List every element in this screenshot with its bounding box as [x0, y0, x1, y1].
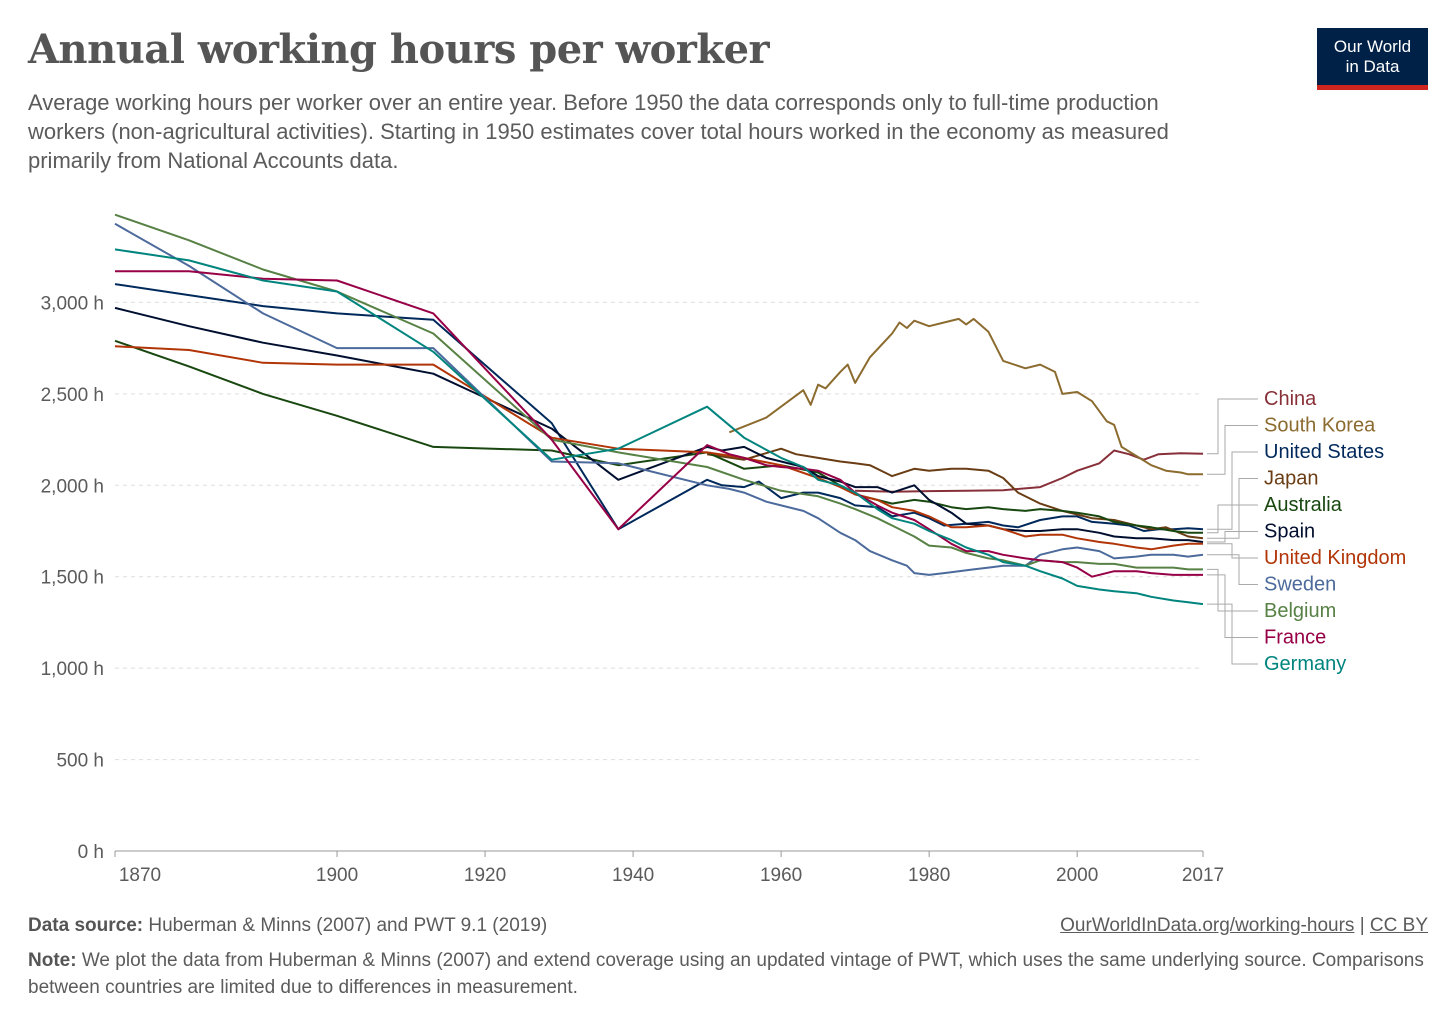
data-source-label: Data source: [28, 915, 144, 936]
legend-layer: China South Korea United States Japan Austra… [1207, 388, 1406, 675]
series-line-united-states [114, 283, 1204, 532]
y-tick-label: 3,000 h [41, 293, 104, 314]
legend-label[interactable]: France [1264, 627, 1326, 649]
legend-connector [1207, 554, 1258, 585]
y-tick-label: 0 h [78, 842, 104, 863]
legend-connector [1207, 425, 1258, 475]
line-chart: 0 h 500 h 1,000 h 1,500 h 2,000 h 2,500 h 3,00… [41, 213, 1406, 886]
series-line-china [855, 449, 1204, 493]
series-line-south-korea [728, 317, 1203, 476]
x-tick-label: 1940 [612, 865, 654, 886]
legend-label[interactable]: South Korea [1264, 415, 1376, 437]
x-tick-label: 1900 [316, 865, 358, 886]
legend-label[interactable]: Spain [1264, 521, 1315, 543]
series-line-france [115, 270, 1203, 578]
y-tick-label: 2,000 h [41, 476, 104, 497]
chart-subtitle: Average working hours per worker over an… [28, 90, 1169, 173]
note-label: Note: [28, 950, 77, 971]
x-tick-label: 1960 [760, 865, 802, 886]
axis-layer: 0 h 500 h 1,000 h 1,500 h 2,000 h 2,500 h 3,00… [41, 293, 1225, 886]
legend-label[interactable]: Japan [1264, 468, 1319, 490]
legend-connector [1207, 478, 1258, 539]
y-tick-label: 500 h [56, 751, 104, 772]
series-line-germany [114, 248, 1204, 606]
y-tick-label: 1,500 h [41, 568, 104, 589]
data-source: Data source: Huberman & Minns (2007) and… [28, 915, 547, 937]
series-line-sweden [114, 222, 1204, 576]
x-tick-label: 1920 [464, 865, 506, 886]
data-source-text: Huberman & Minns (2007) and PWT 9.1 (201… [148, 915, 548, 936]
x-tick-label: 2017 [1182, 865, 1224, 886]
credit-separator: | [1359, 915, 1365, 936]
legend-label[interactable]: Australia [1264, 494, 1343, 516]
logo-accent-bar [1317, 85, 1428, 90]
owid-link[interactable]: OurWorldInData.org/working-hours [1060, 915, 1355, 936]
series-line-united-kingdom [114, 345, 1203, 551]
x-tick-label: 1980 [908, 865, 950, 886]
logo-line-2: in Data [1345, 57, 1400, 76]
legend-connector [1207, 504, 1258, 534]
chart-title: Annual working hours per worker [28, 26, 770, 73]
legend-label[interactable]: Germany [1264, 653, 1346, 675]
series-line-australia [114, 339, 1203, 534]
owid-logo[interactable]: Our World in Data [1317, 28, 1428, 90]
chart-note: Note: We plot the data from Huberman & M… [28, 947, 1428, 1001]
legend-label[interactable]: Belgium [1264, 600, 1336, 622]
grid-layer [115, 301, 1203, 761]
legend-label[interactable]: Sweden [1264, 574, 1336, 596]
y-tick-label: 2,500 h [41, 385, 104, 406]
x-tick-label: 2000 [1056, 865, 1098, 886]
legend-label[interactable]: United States [1264, 441, 1384, 463]
legend-connector [1207, 603, 1258, 665]
series-layer [114, 213, 1204, 606]
legend-connector [1207, 451, 1258, 530]
note-text: We plot the data from Huberman & Minns (… [28, 950, 1424, 998]
y-tick-label: 1,000 h [41, 659, 104, 680]
credit: OurWorldInData.org/working-hours | CC BY [1060, 915, 1428, 937]
legend-connector [1207, 543, 1258, 559]
x-tick-label: 1870 [119, 865, 161, 886]
legend-label[interactable]: China [1264, 388, 1317, 410]
legend-connector [1207, 568, 1258, 612]
logo-line-1: Our World [1333, 37, 1412, 56]
legend-connector [1207, 574, 1258, 638]
series-line-belgium [114, 213, 1203, 571]
license-link[interactable]: CC BY [1369, 915, 1428, 936]
legend-connector [1207, 398, 1258, 455]
legend-label[interactable]: United Kingdom [1264, 547, 1406, 569]
legend-connector [1207, 531, 1258, 543]
